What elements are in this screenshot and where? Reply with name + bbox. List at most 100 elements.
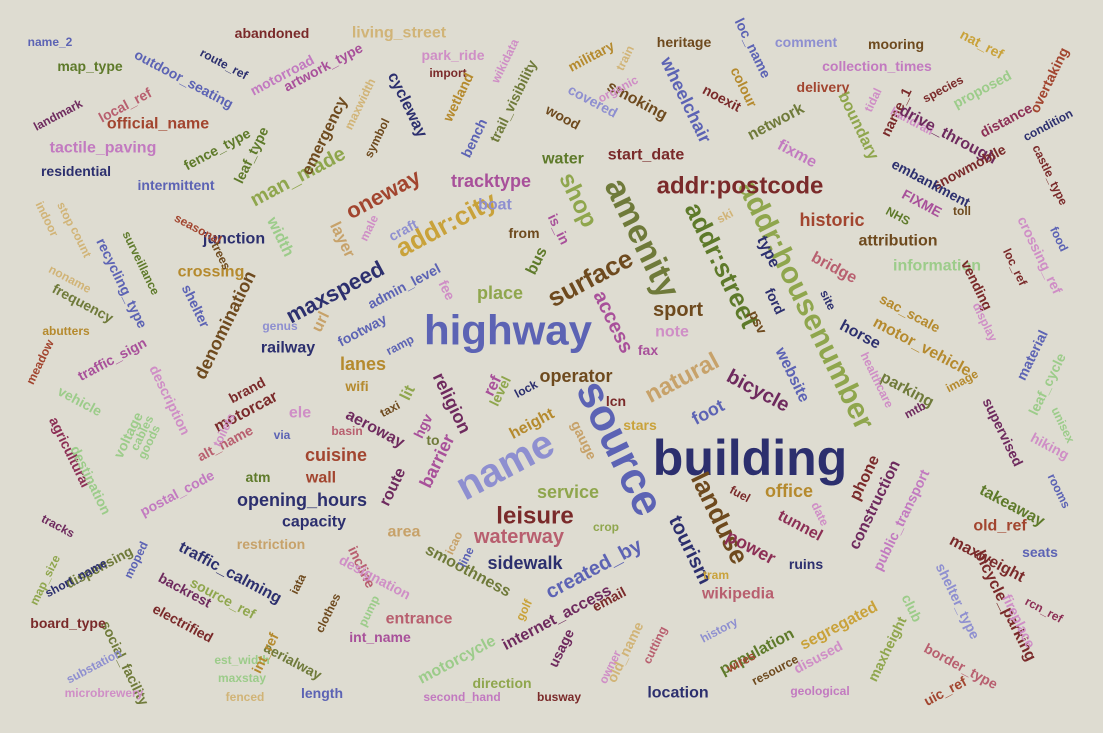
word-cuisine: cuisine bbox=[305, 445, 367, 465]
word-meadow: meadow bbox=[23, 337, 57, 387]
word-heritage: heritage bbox=[657, 34, 712, 50]
word-building: building bbox=[653, 430, 847, 486]
word-count: count bbox=[68, 224, 95, 260]
word-religion: religion bbox=[429, 369, 475, 436]
word-usage: usage bbox=[545, 626, 577, 670]
word-bridge: bridge bbox=[808, 249, 859, 287]
word-destination: destination bbox=[67, 443, 114, 517]
word-entrance: entrance bbox=[386, 611, 453, 628]
word-supervised: supervised bbox=[980, 395, 1027, 468]
word-wikipedia: wikipedia bbox=[701, 586, 774, 603]
word-junction: junction bbox=[202, 231, 265, 248]
word-stars: stars bbox=[623, 417, 657, 433]
word-highway: highway bbox=[424, 307, 593, 354]
word-microbrewery: microbrewery bbox=[65, 686, 144, 700]
word-fax: fax bbox=[638, 342, 658, 358]
word-cycleway: cycleway bbox=[384, 70, 430, 141]
word-restriction: restriction bbox=[237, 536, 305, 552]
word-clothes: clothes bbox=[312, 591, 343, 635]
word-lit: lit bbox=[397, 382, 419, 403]
word-golf: golf bbox=[513, 596, 536, 623]
word-pump: pump bbox=[356, 593, 383, 629]
word-designation: designation bbox=[337, 551, 414, 602]
word-military: military bbox=[565, 37, 617, 75]
word-crossing: crossing bbox=[178, 264, 245, 281]
word-shelter-type: shelter_type bbox=[933, 560, 984, 641]
word-history: history bbox=[698, 614, 740, 645]
word-symbol: symbol bbox=[361, 116, 392, 160]
word-rcn-ref: rcn_ref bbox=[1023, 594, 1066, 626]
word-traffic-sign: traffic_sign bbox=[75, 334, 149, 384]
word-bus: bus bbox=[523, 244, 551, 277]
word-taxi: taxi bbox=[378, 398, 403, 420]
word-official-name: official_name bbox=[107, 116, 209, 133]
word-wifi: wifi bbox=[344, 378, 368, 394]
word-psv: psv bbox=[746, 308, 771, 337]
word-water: water bbox=[541, 151, 584, 168]
word-vehicle: vehicle bbox=[55, 383, 105, 420]
word-rooms: rooms bbox=[1045, 471, 1074, 510]
word-basin: basin bbox=[331, 424, 362, 438]
word-sidewalk: sidewalk bbox=[487, 553, 563, 573]
word-residential: residential bbox=[41, 163, 111, 179]
word-direction: direction bbox=[472, 675, 531, 691]
word-park-ride: park_ride bbox=[421, 47, 484, 63]
word-addr-postcode: addr:postcode bbox=[657, 173, 824, 200]
word-from: from bbox=[508, 225, 539, 241]
word-tidal: tidal bbox=[861, 86, 884, 114]
word-castle-type: castle_type bbox=[1029, 143, 1070, 208]
word-office: office bbox=[765, 481, 813, 501]
word-tracks: tracks bbox=[39, 512, 77, 541]
word-train: train bbox=[613, 43, 637, 73]
word-route-ref: route_ref bbox=[198, 46, 251, 83]
word-atm: atm bbox=[246, 469, 271, 485]
word-ruins: ruins bbox=[789, 556, 823, 572]
word-sport: sport bbox=[653, 299, 703, 321]
word-tactile-paving: tactile_paving bbox=[50, 140, 157, 157]
word-length: length bbox=[301, 685, 343, 701]
word-toll: toll bbox=[953, 204, 971, 218]
word-service: service bbox=[537, 482, 599, 502]
word-location: location bbox=[647, 685, 708, 702]
word-operator: operator bbox=[539, 366, 612, 386]
word-to: to bbox=[426, 432, 439, 448]
word-comment: comment bbox=[775, 34, 838, 50]
word-name-2: name_2 bbox=[28, 35, 73, 49]
word-abutters: abutters bbox=[42, 324, 90, 338]
word-shelter: shelter bbox=[179, 282, 214, 331]
word-iata: iata bbox=[287, 571, 309, 596]
word-wall: wall bbox=[305, 470, 336, 487]
word-man-made: man_made bbox=[247, 143, 350, 211]
word-surface: surface bbox=[542, 243, 638, 313]
word-food: food bbox=[1047, 224, 1071, 254]
word-nhs: NHS bbox=[884, 204, 913, 228]
word-landmark: landmark bbox=[31, 96, 85, 134]
word-postal-code: postal_code bbox=[137, 467, 217, 520]
word-leisure: leisure bbox=[496, 503, 573, 530]
word-import: import bbox=[429, 66, 466, 80]
word-board-type: board_type bbox=[30, 615, 106, 631]
word-seats: seats bbox=[1022, 544, 1058, 560]
word-place: place bbox=[477, 283, 523, 303]
word-historic: historic bbox=[799, 210, 864, 230]
word-note: note bbox=[655, 324, 689, 341]
word-abandoned: abandoned bbox=[235, 25, 310, 41]
word-substation: substation bbox=[64, 646, 124, 687]
word-genus: genus bbox=[262, 319, 298, 333]
word-lock: lock bbox=[512, 377, 540, 401]
word-layer: layer bbox=[326, 219, 358, 260]
word-access: access bbox=[588, 287, 637, 357]
word-busway: busway bbox=[537, 690, 581, 704]
word-lcn: lcn bbox=[606, 393, 626, 409]
word-opening-hours: opening_hours bbox=[237, 490, 367, 510]
word-capacity: capacity bbox=[282, 514, 346, 531]
word-foot: foot bbox=[688, 395, 727, 429]
word-mooring: mooring bbox=[868, 36, 924, 52]
word-oneway: oneway bbox=[342, 164, 426, 224]
word-width: width bbox=[263, 214, 297, 260]
word-railway: railway bbox=[261, 340, 315, 357]
word-footway: footway bbox=[335, 310, 389, 349]
word-second-hand: second_hand bbox=[423, 690, 500, 704]
word-attribution: attribution bbox=[858, 233, 937, 250]
